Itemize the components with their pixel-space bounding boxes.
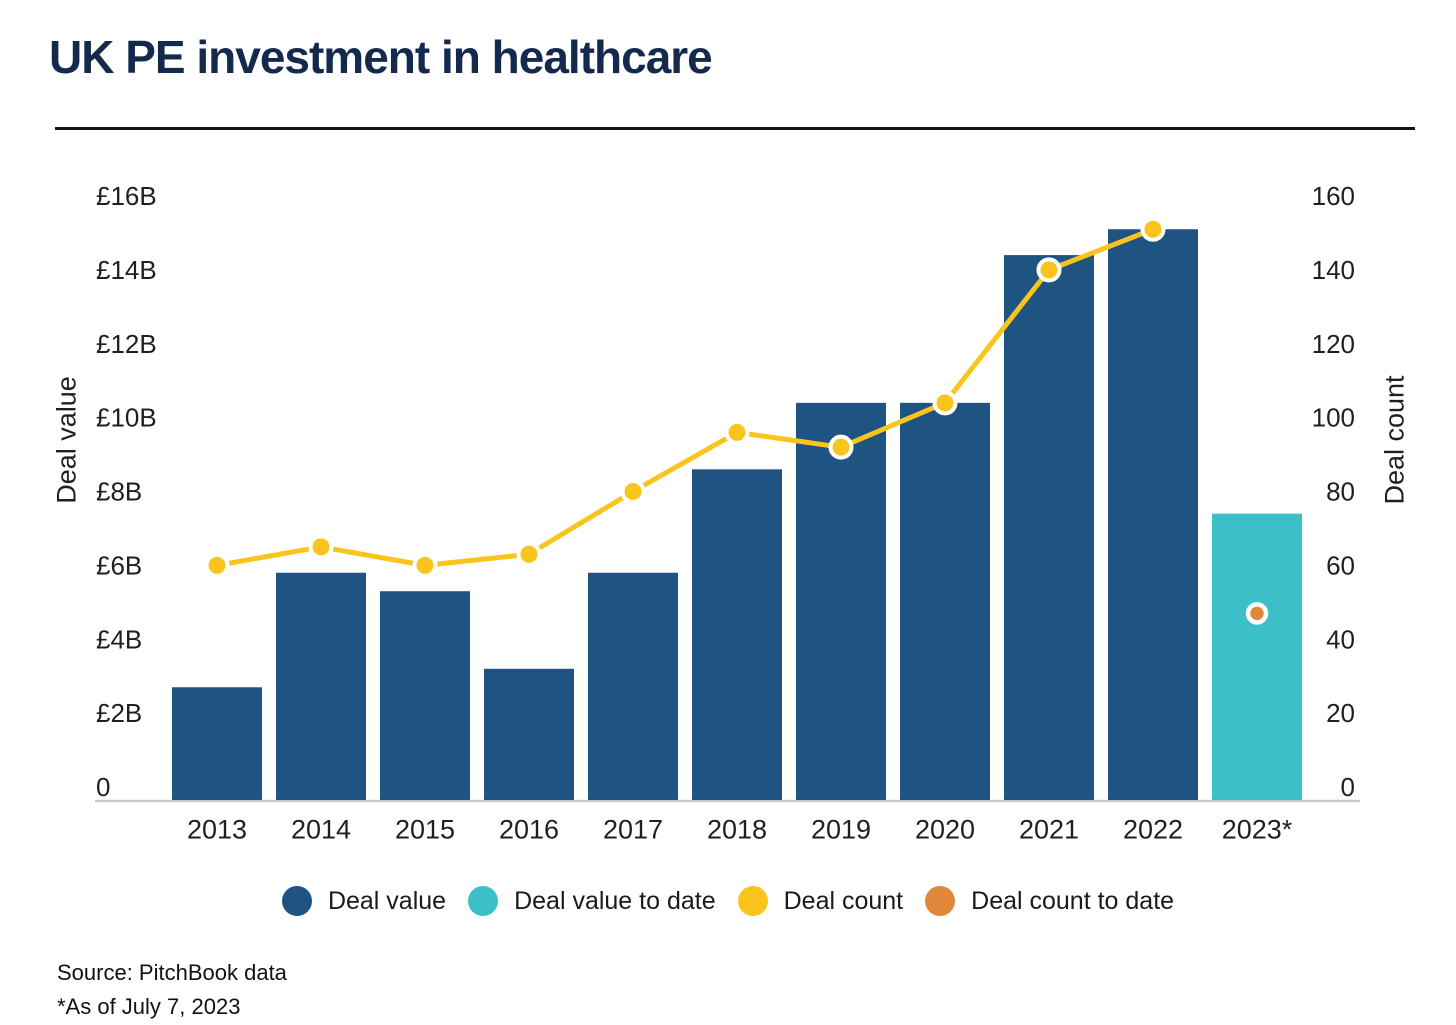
left-axis-tick: £16B (96, 181, 157, 211)
right-axis-tick: 120 (1312, 329, 1355, 359)
left-axis-tick: £6B (96, 550, 142, 580)
legend-item-3: Deal count to date (925, 886, 1174, 916)
deal-count-dot-2020 (932, 390, 958, 416)
deal-count-dot-2015 (412, 552, 438, 578)
legend-swatch-icon (737, 886, 768, 916)
bar-2015 (380, 591, 470, 800)
x-axis-label-2019: 2019 (811, 814, 871, 844)
legend-label: Deal count to date (971, 886, 1175, 915)
deal-count-dot-2021 (1036, 257, 1062, 283)
deal-count-dot-2022 (1140, 216, 1166, 242)
deal-count-dot-2017 (620, 479, 646, 504)
deal-count-to-date-dot (1245, 602, 1269, 625)
legend-item-1: Deal value to date (468, 886, 716, 916)
legend-swatch-icon (925, 886, 956, 916)
x-axis-label-2013: 2013 (187, 814, 247, 844)
deal-count-dot-2014 (308, 534, 334, 560)
bar-2020 (900, 402, 990, 800)
right-axis-tick: 40 (1326, 624, 1355, 654)
left-axis-tick: £4B (96, 624, 142, 654)
legend-label: Deal count (783, 886, 904, 915)
legend-swatch-icon (468, 886, 499, 916)
deal-count-dot-2018 (724, 419, 750, 445)
right-axis-tick: 80 (1326, 477, 1355, 507)
x-axis-label-2014: 2014 (291, 814, 351, 844)
legend-item-0: Deal value (281, 886, 447, 916)
bar-2022 (1108, 229, 1198, 800)
left-axis-tick: £10B (96, 403, 157, 433)
left-axis-tick: £2B (96, 698, 142, 728)
chart-footer: Source: PitchBook data *As of July 7, 20… (57, 956, 287, 1024)
source-note: Source: PitchBook data (57, 960, 287, 985)
right-axis-title: Deal count (1379, 375, 1409, 505)
bar-2023* (1212, 513, 1302, 800)
right-axis-tick: 160 (1312, 181, 1355, 211)
legend-label: Deal value to date (514, 886, 716, 915)
right-axis-tick: 140 (1312, 255, 1355, 285)
legend-label: Deal value (327, 886, 447, 915)
x-axis-label-2023*: 2023* (1222, 814, 1293, 844)
left-axis-tick: £12B (96, 329, 157, 359)
x-axis-label-2015: 2015 (395, 814, 455, 844)
left-axis-tick: £14B (96, 255, 157, 285)
bar-2017 (588, 572, 678, 800)
right-axis-tick: 60 (1326, 550, 1355, 580)
legend-swatch-icon (281, 886, 312, 916)
bar-2016 (484, 668, 574, 800)
bar-2018 (692, 469, 782, 800)
chart-title: UK PE investment in healthcare (49, 31, 713, 83)
deal-count-dot-2019 (828, 434, 854, 460)
right-axis-tick: 20 (1326, 698, 1355, 728)
x-axis-label-2016: 2016 (499, 814, 559, 844)
bar-2021 (1004, 255, 1094, 801)
deal-count-dot-2013 (204, 552, 230, 578)
deal-count-line (214, 226, 1156, 568)
legend: Deal value Deal value to date Deal count De… (0, 886, 1456, 916)
deal-count-dot-2016 (516, 541, 542, 567)
legend-item-2: Deal count (737, 886, 904, 916)
asof-note: *As of July 7, 2023 (57, 994, 241, 1019)
bar-2019 (796, 402, 886, 800)
title-divider (55, 127, 1415, 130)
x-axis-label-2020: 2020 (915, 814, 975, 844)
left-axis-tick: 0 (96, 772, 110, 802)
chart-canvas: £16B £14B £12B £10B £8B £6B £4B £2B 0 160 140 120 10… (51, 181, 1409, 844)
x-axis-label-2018: 2018 (707, 814, 767, 844)
left-axis-title: Deal value (51, 376, 81, 504)
left-axis-tick: £8B (96, 477, 142, 507)
x-axis-label-2022: 2022 (1123, 814, 1183, 844)
x-axis-label-2021: 2021 (1019, 814, 1079, 844)
right-axis-tick: 0 (1341, 772, 1355, 802)
x-axis-label-2017: 2017 (603, 814, 663, 844)
bar-2013 (172, 687, 262, 800)
right-axis-tick: 100 (1312, 403, 1355, 433)
bar-2014 (276, 572, 366, 800)
